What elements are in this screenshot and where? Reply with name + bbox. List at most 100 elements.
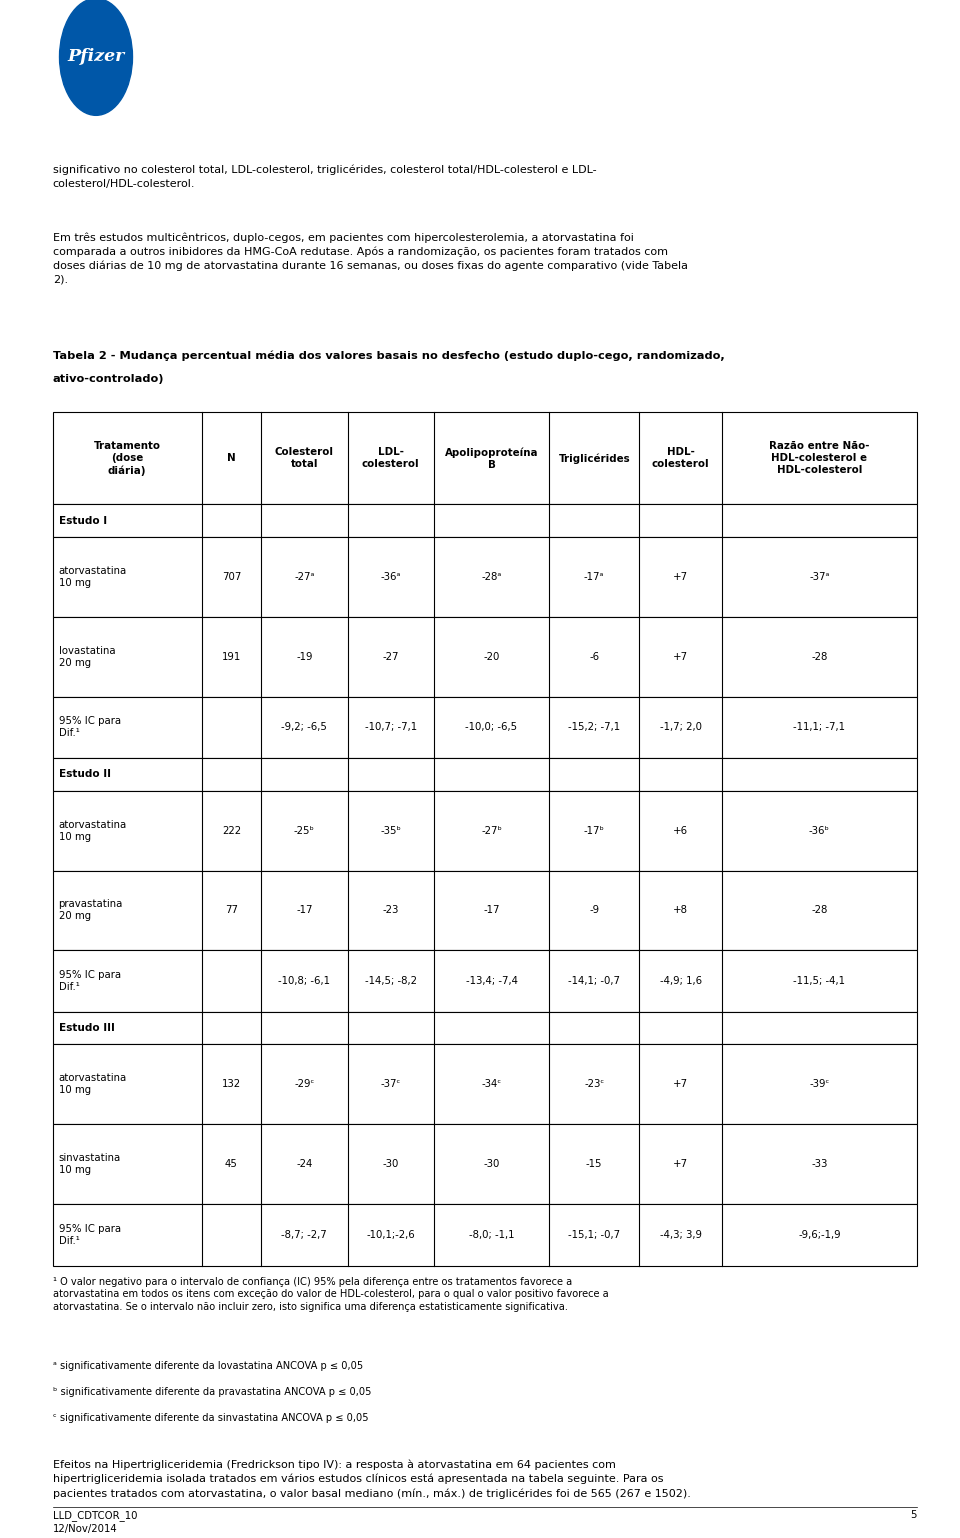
Text: N: N — [228, 454, 235, 463]
Text: 95% IC para
Dif.¹: 95% IC para Dif.¹ — [59, 717, 121, 738]
Text: -17ᵇ: -17ᵇ — [584, 826, 605, 835]
Text: -37ᶜ: -37ᶜ — [380, 1080, 401, 1089]
Bar — [53, 1204, 917, 1266]
Text: Tratamento
(dose
diária): Tratamento (dose diária) — [94, 441, 160, 475]
Bar — [53, 1012, 917, 1044]
Text: -30: -30 — [483, 1160, 500, 1169]
Text: Colesterol
total: Colesterol total — [275, 448, 334, 469]
Text: -36ᵇ: -36ᵇ — [809, 826, 829, 835]
Text: -11,1; -7,1: -11,1; -7,1 — [793, 723, 846, 732]
Text: -30: -30 — [382, 1160, 399, 1169]
Text: atorvastatina
10 mg: atorvastatina 10 mg — [59, 566, 127, 588]
Text: -28ᵃ: -28ᵃ — [481, 572, 502, 581]
Text: -17: -17 — [296, 906, 313, 915]
Text: -9,6;-1,9: -9,6;-1,9 — [798, 1230, 841, 1240]
Text: -28: -28 — [811, 906, 828, 915]
Text: 132: 132 — [222, 1080, 241, 1089]
Bar — [53, 758, 917, 791]
Text: -37ᵃ: -37ᵃ — [809, 572, 829, 581]
Text: -23ᶜ: -23ᶜ — [585, 1080, 604, 1089]
Text: -10,8; -6,1: -10,8; -6,1 — [278, 977, 330, 986]
Text: ᵇ significativamente diferente da pravastatina ANCOVA p ≤ 0,05: ᵇ significativamente diferente da pravas… — [53, 1387, 372, 1398]
Text: Estudo III: Estudo III — [59, 1023, 114, 1034]
Text: 45: 45 — [225, 1160, 238, 1169]
Text: -27ᵇ: -27ᵇ — [481, 826, 502, 835]
Bar — [53, 1044, 917, 1124]
Text: -6: -6 — [589, 652, 599, 661]
Text: -25ᵇ: -25ᵇ — [294, 826, 315, 835]
Text: -9,2; -6,5: -9,2; -6,5 — [281, 723, 327, 732]
Text: -9: -9 — [589, 906, 599, 915]
Text: -15: -15 — [586, 1160, 603, 1169]
Text: -10,7; -7,1: -10,7; -7,1 — [365, 723, 417, 732]
Text: Razão entre Não-
HDL-colesterol e
HDL-colesterol: Razão entre Não- HDL-colesterol e HDL-co… — [769, 441, 870, 475]
Text: pravastatina
20 mg: pravastatina 20 mg — [59, 900, 123, 921]
Text: atorvastatina
10 mg: atorvastatina 10 mg — [59, 1074, 127, 1095]
Text: -10,1;-2,6: -10,1;-2,6 — [367, 1230, 415, 1240]
Text: -8,0; -1,1: -8,0; -1,1 — [468, 1230, 515, 1240]
Text: -15,1; -0,7: -15,1; -0,7 — [568, 1230, 620, 1240]
Text: ativo-controlado): ativo-controlado) — [53, 374, 164, 384]
Text: +7: +7 — [673, 652, 688, 661]
Text: -24: -24 — [296, 1160, 313, 1169]
Text: 95% IC para
Dif.¹: 95% IC para Dif.¹ — [59, 970, 121, 992]
Bar — [53, 504, 917, 537]
Circle shape — [60, 0, 132, 115]
Text: +6: +6 — [673, 826, 688, 835]
Text: Efeitos na Hipertrigliceridemia (Fredrickson tipo IV): a resposta à atorvastatin: Efeitos na Hipertrigliceridemia (Fredric… — [53, 1460, 690, 1498]
Text: HDL-
colesterol: HDL- colesterol — [652, 448, 709, 469]
Text: 5: 5 — [910, 1510, 917, 1521]
Text: -19: -19 — [296, 652, 313, 661]
Text: -14,5; -8,2: -14,5; -8,2 — [365, 977, 417, 986]
Text: ᵃ significativamente diferente da lovastatina ANCOVA p ≤ 0,05: ᵃ significativamente diferente da lovast… — [53, 1361, 363, 1372]
Text: LDL-
colesterol: LDL- colesterol — [362, 448, 420, 469]
Bar — [53, 1124, 917, 1204]
Text: 95% IC para
Dif.¹: 95% IC para Dif.¹ — [59, 1224, 121, 1246]
Text: 191: 191 — [222, 652, 241, 661]
Text: 222: 222 — [222, 826, 241, 835]
Text: +7: +7 — [673, 1080, 688, 1089]
Text: lovastatina
20 mg: lovastatina 20 mg — [59, 646, 115, 667]
Text: +7: +7 — [673, 572, 688, 581]
Text: ¹ O valor negativo para o intervalo de confiança (IC) 95% pela diferença entre o: ¹ O valor negativo para o intervalo de c… — [53, 1277, 609, 1312]
Text: -35ᵇ: -35ᵇ — [380, 826, 401, 835]
Text: -36ᵃ: -36ᵃ — [380, 572, 401, 581]
Text: -17: -17 — [483, 906, 500, 915]
Text: -29ᶜ: -29ᶜ — [294, 1080, 315, 1089]
Text: Em três estudos multicêntricos, duplo-cegos, em pacientes com hipercolesterolemi: Em três estudos multicêntricos, duplo-ce… — [53, 232, 687, 285]
Text: -4,9; 1,6: -4,9; 1,6 — [660, 977, 702, 986]
Text: Estudo I: Estudo I — [59, 515, 107, 526]
Bar — [53, 617, 917, 697]
Text: -27ᵃ: -27ᵃ — [294, 572, 315, 581]
Text: LLD_CDTCOR_10
12/Nov/2014: LLD_CDTCOR_10 12/Nov/2014 — [53, 1510, 137, 1533]
Text: Estudo II: Estudo II — [59, 769, 110, 780]
Bar — [53, 950, 917, 1012]
Text: -27: -27 — [382, 652, 399, 661]
Text: -34ᶜ: -34ᶜ — [482, 1080, 501, 1089]
Bar — [53, 697, 917, 758]
Text: -20: -20 — [483, 652, 500, 661]
Text: +8: +8 — [673, 906, 688, 915]
Text: -4,3; 3,9: -4,3; 3,9 — [660, 1230, 702, 1240]
Text: significativo no colesterol total, LDL-colesterol, triglicérides, colesterol tot: significativo no colesterol total, LDL-c… — [53, 165, 596, 189]
Text: 77: 77 — [225, 906, 238, 915]
Text: -28: -28 — [811, 652, 828, 661]
Text: -13,4; -7,4: -13,4; -7,4 — [466, 977, 517, 986]
Text: -23: -23 — [382, 906, 399, 915]
Text: 707: 707 — [222, 572, 241, 581]
Text: sinvastatina
10 mg: sinvastatina 10 mg — [59, 1154, 121, 1175]
Text: -33: -33 — [811, 1160, 828, 1169]
Text: atorvastatina
10 mg: atorvastatina 10 mg — [59, 820, 127, 841]
Text: ᶜ significativamente diferente da sinvastatina ANCOVA p ≤ 0,05: ᶜ significativamente diferente da sinvas… — [53, 1413, 369, 1424]
Text: -17ᵃ: -17ᵃ — [584, 572, 605, 581]
Text: Apolipoproteína
B: Apolipoproteína B — [444, 448, 539, 469]
Text: -8,7; -2,7: -8,7; -2,7 — [281, 1230, 327, 1240]
Bar — [53, 791, 917, 871]
Text: -39ᶜ: -39ᶜ — [809, 1080, 829, 1089]
Text: -14,1; -0,7: -14,1; -0,7 — [568, 977, 620, 986]
Text: -11,5; -4,1: -11,5; -4,1 — [793, 977, 846, 986]
Text: -1,7; 2,0: -1,7; 2,0 — [660, 723, 702, 732]
Bar — [53, 412, 917, 504]
Text: Tabela 2 - Mudança percentual média dos valores basais no desfecho (estudo duplo: Tabela 2 - Mudança percentual média dos … — [53, 351, 725, 361]
Bar — [53, 537, 917, 617]
